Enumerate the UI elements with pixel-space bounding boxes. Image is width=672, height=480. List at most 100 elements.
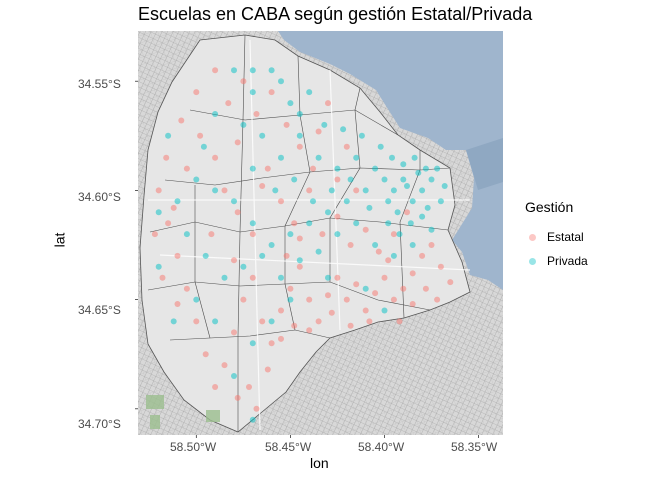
- school-point-estatal: [268, 340, 275, 347]
- school-point-privada: [287, 100, 294, 107]
- school-point-estatal: [334, 176, 341, 183]
- school-point-estatal: [409, 270, 416, 277]
- school-point-estatal: [306, 327, 313, 334]
- school-points: [151, 67, 454, 423]
- school-point-estatal: [234, 394, 241, 401]
- school-point-estatal: [249, 231, 256, 238]
- school-point-privada: [306, 89, 313, 96]
- school-point-privada: [381, 307, 388, 314]
- school-point-estatal: [208, 231, 215, 238]
- school-point-estatal: [259, 318, 266, 325]
- school-point-privada: [212, 187, 219, 194]
- school-point-estatal: [362, 226, 369, 233]
- school-point-estatal: [291, 322, 298, 329]
- school-point-privada: [268, 318, 275, 325]
- legend-label-estatal: Estatal: [547, 230, 584, 244]
- school-point-privada: [390, 252, 397, 259]
- school-point-privada: [278, 274, 284, 281]
- school-point-privada: [259, 252, 266, 259]
- legend: Gestión Estatal Privada: [525, 199, 588, 273]
- school-point-privada: [409, 242, 416, 248]
- school-point-privada: [353, 220, 360, 227]
- school-point-privada: [231, 373, 237, 379]
- school-point-estatal: [396, 318, 403, 325]
- privada-dot-icon: [528, 257, 536, 265]
- x-tick-label: 58.45°W: [265, 440, 312, 454]
- school-point-privada: [407, 220, 414, 227]
- school-point-privada: [259, 132, 266, 139]
- school-point-privada: [231, 198, 237, 205]
- school-point-estatal: [347, 242, 354, 248]
- school-point-privada: [296, 111, 303, 117]
- school-point-privada: [385, 198, 392, 205]
- school-point-estatal: [434, 296, 441, 303]
- school-point-estatal: [334, 274, 341, 281]
- school-point-estatal: [283, 121, 290, 128]
- legend-key-privada: [525, 254, 539, 268]
- school-point-privada: [343, 198, 350, 205]
- school-point-estatal: [328, 309, 335, 316]
- school-point-estatal: [268, 89, 275, 96]
- school-point-privada: [428, 176, 435, 183]
- school-point-privada: [249, 340, 256, 347]
- school-point-estatal: [347, 322, 354, 329]
- school-point-estatal: [422, 285, 429, 292]
- school-point-privada: [441, 183, 448, 189]
- school-point-estatal: [225, 100, 232, 107]
- school-point-estatal: [193, 89, 200, 96]
- school-point-estatal: [234, 139, 241, 146]
- school-point-estatal: [278, 198, 284, 205]
- school-point-estatal: [343, 296, 350, 303]
- school-point-privada: [296, 257, 303, 264]
- school-point-privada: [249, 165, 256, 172]
- school-point-estatal: [197, 132, 204, 139]
- school-point-estatal: [353, 187, 360, 194]
- school-point-privada: [315, 248, 322, 255]
- school-point-privada: [422, 165, 429, 172]
- school-point-privada: [272, 187, 279, 194]
- school-point-estatal: [409, 301, 416, 307]
- school-point-estatal: [151, 231, 158, 238]
- legend-label-privada: Privada: [547, 254, 588, 268]
- school-point-privada: [362, 285, 369, 292]
- school-point-estatal: [170, 204, 177, 211]
- school-point-estatal: [221, 187, 228, 194]
- school-point-estatal: [178, 117, 185, 124]
- legend-title: Gestión: [525, 199, 574, 215]
- y-tick-label: 34.65°S: [78, 303, 121, 317]
- school-point-privada: [231, 67, 237, 74]
- school-point-estatal: [183, 165, 190, 172]
- school-point-estatal: [296, 235, 303, 242]
- school-point-estatal: [385, 257, 392, 264]
- school-point-estatal: [315, 318, 322, 325]
- school-point-estatal: [375, 248, 382, 255]
- school-point-privada: [358, 132, 365, 139]
- school-point-estatal: [264, 366, 271, 373]
- x-axis-ticks: [195, 435, 479, 438]
- school-point-estatal: [212, 384, 219, 390]
- school-point-privada: [437, 198, 444, 205]
- series-privada: [155, 67, 448, 423]
- school-point-estatal: [353, 281, 360, 288]
- school-point-privada: [183, 231, 190, 238]
- school-point-privada: [278, 154, 284, 161]
- school-point-privada: [372, 242, 379, 248]
- comuna-boundaries: [147, 34, 451, 432]
- x-tick-label: 58.35°W: [451, 440, 498, 454]
- school-point-estatal: [325, 100, 331, 107]
- school-point-estatal: [163, 154, 170, 161]
- school-point-estatal: [259, 183, 266, 189]
- school-point-privada: [334, 165, 341, 172]
- school-point-privada: [415, 169, 422, 176]
- school-point-estatal: [306, 296, 313, 303]
- school-point-privada: [165, 132, 172, 139]
- school-point-privada: [287, 231, 294, 238]
- school-point-privada: [212, 111, 219, 117]
- school-point-privada: [202, 252, 209, 259]
- school-point-estatal: [296, 143, 303, 150]
- school-point-privada: [325, 274, 331, 281]
- school-point-estatal: [287, 285, 294, 292]
- x-tick-label: 58.50°W: [170, 440, 217, 454]
- school-point-privada: [400, 176, 407, 183]
- school-point-privada: [389, 154, 395, 161]
